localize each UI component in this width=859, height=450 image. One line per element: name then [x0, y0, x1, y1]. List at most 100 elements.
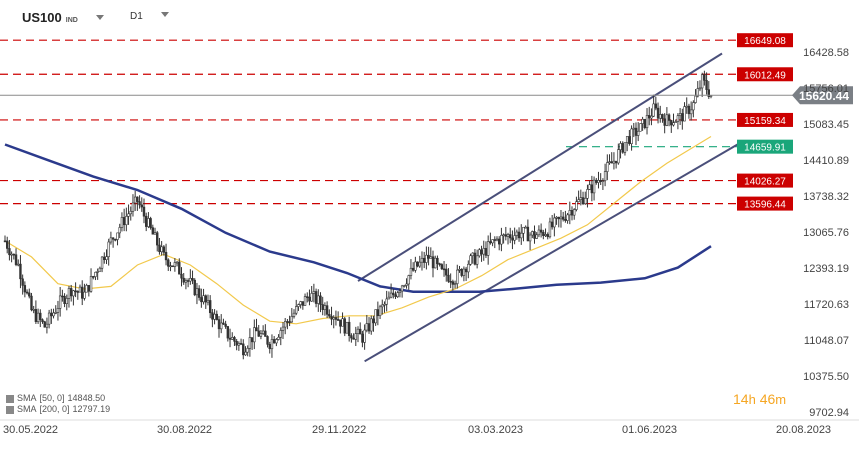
candle-body	[427, 254, 430, 259]
candle-body	[85, 285, 88, 293]
channel-line	[364, 143, 738, 363]
y-tick-label: 15756.01	[803, 83, 849, 95]
candle-body	[573, 209, 576, 216]
y-tick-label: 13738.32	[803, 191, 849, 203]
legend-label: SMA	[17, 404, 37, 414]
candle-body	[255, 327, 258, 332]
candle-body	[425, 254, 428, 263]
candle-body	[332, 317, 335, 320]
candle-body	[129, 210, 132, 215]
candle-body	[409, 267, 413, 276]
candle-body	[597, 180, 600, 183]
level-label: 16649.08	[744, 36, 786, 47]
candle-body	[83, 291, 86, 299]
candle-body	[581, 197, 585, 205]
candle-body	[575, 201, 578, 210]
candle-body	[215, 313, 218, 320]
sma50-line	[4, 135, 712, 325]
channel-line	[357, 52, 723, 282]
candle-body	[689, 109, 693, 115]
candle-body	[687, 105, 691, 115]
candle-body	[208, 300, 212, 314]
candle-body	[107, 241, 110, 257]
indicator-settings-icon[interactable]	[6, 405, 14, 414]
x-tick-label: 20.08.2023	[776, 424, 831, 436]
timeframe-selector[interactable]: D1	[130, 11, 169, 22]
candle-body	[603, 171, 607, 181]
candle-body	[654, 103, 658, 109]
candle-body	[542, 231, 545, 236]
candle-body	[614, 160, 618, 164]
candle-body	[595, 179, 598, 183]
timer-hours: 14	[733, 391, 749, 407]
candle-body	[321, 304, 324, 310]
candle-body	[286, 321, 289, 323]
legend-row-sma200[interactable]: SMA [200, 0] 12797.19	[6, 404, 110, 415]
candle-body	[317, 295, 320, 304]
candle-body	[663, 118, 666, 126]
candle-body	[586, 189, 589, 199]
candle-body	[592, 179, 596, 194]
candle-body	[553, 217, 556, 228]
candle-body	[8, 248, 11, 256]
candle-body	[34, 309, 38, 322]
candle-body	[670, 120, 673, 126]
candle-body	[45, 323, 49, 328]
candle-body	[451, 281, 455, 285]
candle-body	[634, 127, 638, 136]
indicator-settings-icon[interactable]	[6, 394, 14, 403]
candle-body	[197, 288, 201, 298]
candle-body	[621, 143, 624, 153]
candle-body	[162, 246, 166, 253]
candle-body	[310, 293, 313, 302]
candle-body	[235, 341, 238, 346]
candle-body	[39, 312, 42, 321]
candle-body	[61, 295, 64, 298]
candle-body	[480, 249, 483, 255]
legend-row-sma50[interactable]: SMA [50, 0] 14848.50	[6, 393, 110, 404]
price-channel	[357, 52, 738, 363]
y-axis: 16428.58 15756.01 15083.45 14410.89 13738.32…	[803, 47, 849, 419]
level-label-bg	[737, 67, 793, 82]
candle-body	[111, 237, 115, 240]
candle-body	[389, 292, 393, 298]
candle-body	[639, 123, 642, 132]
candle-body	[385, 298, 388, 305]
candle-body	[705, 80, 708, 90]
candle-body	[486, 241, 490, 256]
candle-body	[125, 216, 128, 226]
candle-body	[641, 118, 644, 124]
level-label: 14659.91	[744, 143, 786, 154]
y-tick-label: 14410.89	[803, 155, 849, 167]
candle-body	[295, 306, 298, 314]
candle-body	[244, 351, 247, 356]
candle-body	[32, 309, 35, 311]
y-tick-label: 9702.94	[809, 407, 849, 419]
candle-body	[314, 291, 318, 304]
x-tick-label: 30.08.2022	[157, 424, 212, 436]
candle-body	[297, 304, 300, 307]
candle-body	[195, 288, 199, 296]
candle-body	[559, 216, 563, 220]
candle-body	[431, 256, 435, 269]
candle-body	[239, 343, 243, 345]
candle-body	[359, 328, 362, 335]
candle-body	[189, 278, 192, 282]
candle-body	[546, 234, 549, 238]
candle-body	[248, 337, 252, 349]
candle-body	[76, 291, 80, 293]
symbol-selector[interactable]: US100 IND	[22, 10, 104, 25]
candle-body	[89, 276, 93, 292]
candle-body	[120, 217, 124, 228]
candle-body	[28, 292, 31, 297]
candle-body	[312, 291, 316, 294]
candle-body	[47, 312, 51, 325]
candle-body	[36, 312, 40, 322]
y-tick-label: 15083.45	[803, 119, 849, 131]
candle-body	[475, 255, 479, 265]
candle-body	[407, 275, 410, 285]
candle-body	[224, 323, 227, 327]
candle-body	[440, 264, 444, 270]
candle-body	[54, 312, 57, 314]
